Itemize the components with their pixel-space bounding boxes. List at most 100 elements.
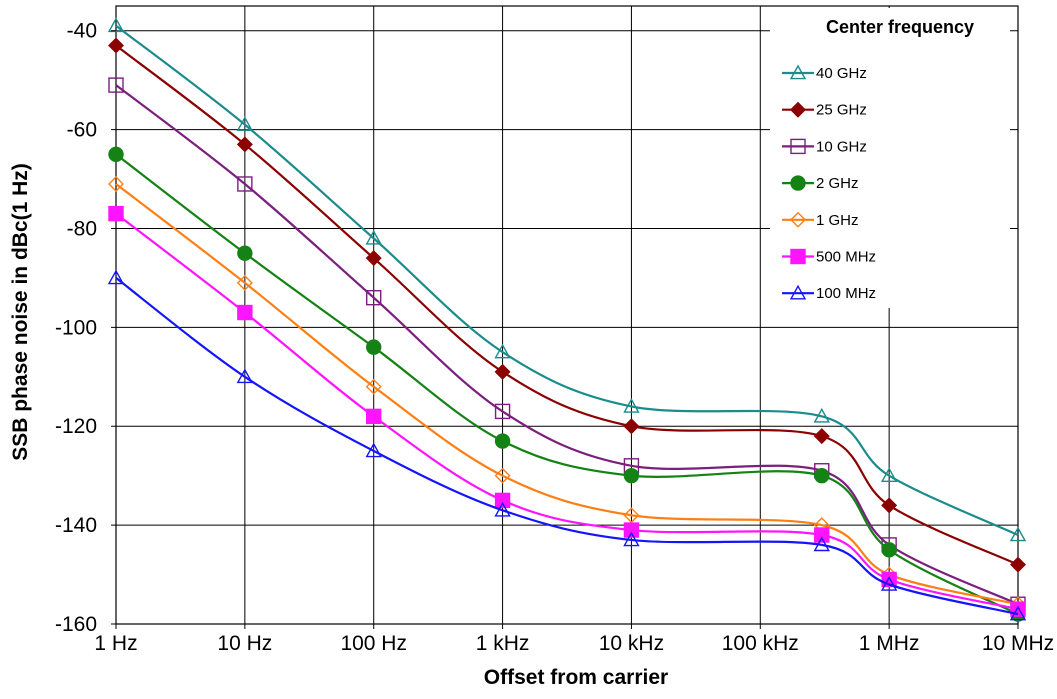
series-line xyxy=(115,277,1019,616)
y-tick-label: -160 xyxy=(55,613,97,636)
data-point xyxy=(366,339,382,355)
series-40-ghz xyxy=(107,17,1027,542)
data-point xyxy=(237,304,253,321)
legend-swatch-marker xyxy=(790,248,806,265)
data-point xyxy=(814,467,830,484)
legend-item: 25 GHz xyxy=(782,102,867,119)
series-line xyxy=(115,24,1019,537)
legend-item: 10 GHz xyxy=(782,138,867,155)
data-point xyxy=(623,522,640,538)
data-point xyxy=(623,507,640,524)
series-100-mhz xyxy=(107,269,1027,621)
data-point xyxy=(365,229,382,245)
data-point xyxy=(107,17,125,33)
y-tick-label: -140 xyxy=(55,514,97,537)
series-line xyxy=(115,84,1019,606)
y-tick-label: -80 xyxy=(67,217,97,240)
legend: Center frequency 40 GHz 25 GHz 10 GHz 2 GHz… xyxy=(770,8,1010,308)
data-point xyxy=(494,467,511,484)
data-point xyxy=(1010,556,1026,573)
plot-frame xyxy=(115,5,1019,625)
data-point xyxy=(494,501,511,517)
data-point xyxy=(108,205,124,222)
series-500-mhz xyxy=(108,205,1026,617)
x-tick-label: 100 Hz xyxy=(340,632,407,655)
data-point xyxy=(494,363,511,380)
data-point xyxy=(1009,605,1027,621)
legend-swatch-marker xyxy=(789,64,807,80)
legend-swatch-marker xyxy=(790,175,806,191)
data-point xyxy=(881,497,898,514)
legend-box xyxy=(770,8,1010,308)
y-tick-label: -40 xyxy=(67,20,97,43)
axis-layer: 1 Hz 10 Hz 100 Hz 1 kHz 10 kHz 100 kHz 1 MHz 10… xyxy=(55,20,1054,655)
y-tick-label: -60 xyxy=(67,119,97,142)
data-point xyxy=(108,175,124,192)
data-point xyxy=(237,176,253,192)
x-tick-label: 1 MHz xyxy=(859,632,920,655)
y-tick-label: -120 xyxy=(55,415,97,438)
data-point xyxy=(1009,526,1027,542)
data-point xyxy=(108,146,124,163)
series-line xyxy=(115,212,1019,611)
legend-item: 2 GHz xyxy=(782,175,859,192)
x-tick-label: 100 kHz xyxy=(722,632,799,655)
data-point xyxy=(881,542,897,558)
series-line xyxy=(115,183,1019,606)
data-point xyxy=(108,37,124,54)
legend-label: 1 GHz xyxy=(816,212,859,229)
data-point xyxy=(365,442,382,458)
data-point xyxy=(814,527,830,543)
series-line xyxy=(115,44,1019,566)
series-layer xyxy=(107,17,1027,622)
data-point xyxy=(494,343,511,359)
y-tick-label: -100 xyxy=(55,316,97,339)
data-point xyxy=(366,408,382,425)
data-point xyxy=(813,407,830,423)
legend-item: 40 GHz xyxy=(782,64,867,82)
legend-label: 2 GHz xyxy=(816,175,859,192)
legend-item: 500 MHz xyxy=(782,249,876,266)
data-point xyxy=(494,403,511,420)
x-tick-label: 10 kHz xyxy=(599,632,664,655)
data-point xyxy=(494,492,511,509)
legend-swatch-marker xyxy=(789,284,807,300)
x-tick-label: 1 Hz xyxy=(94,632,137,655)
data-point xyxy=(107,269,125,285)
data-point xyxy=(236,136,253,153)
data-point xyxy=(236,274,253,291)
data-point xyxy=(236,116,254,131)
data-point xyxy=(813,536,830,552)
x-axis-title: Offset from carrier xyxy=(484,666,668,689)
legend-item: 1 GHz xyxy=(782,212,859,229)
legend-label: 500 MHz xyxy=(816,249,876,266)
series-2-ghz xyxy=(108,146,1026,622)
x-tick-label: 10 MHz xyxy=(982,632,1054,655)
legend-swatch-marker xyxy=(790,101,806,118)
legend-swatch-marker xyxy=(790,138,806,155)
legend-item: 100 MHz xyxy=(782,284,876,302)
x-tick-label: 10 Hz xyxy=(217,632,272,655)
legend-label: 10 GHz xyxy=(816,138,867,155)
data-point xyxy=(623,398,640,413)
legend-label: 100 MHz xyxy=(816,285,876,302)
data-point xyxy=(623,531,640,547)
data-point xyxy=(365,378,382,395)
data-point xyxy=(236,368,254,384)
x-tick-label: 1 kHz xyxy=(476,632,530,655)
data-point xyxy=(237,245,253,261)
data-point xyxy=(623,418,640,435)
series-25-ghz xyxy=(108,37,1026,573)
series-line xyxy=(115,153,1019,616)
data-point xyxy=(880,467,898,482)
data-point xyxy=(880,576,898,591)
data-point xyxy=(494,433,511,449)
data-point xyxy=(108,77,124,93)
legend-label: 25 GHz xyxy=(816,102,867,119)
y-axis-title: SSB phase noise in dBc(1 Hz) xyxy=(9,163,32,461)
legend-title: Center frequency xyxy=(826,17,974,37)
data-point xyxy=(813,428,830,445)
legend-swatch-marker xyxy=(790,211,806,228)
